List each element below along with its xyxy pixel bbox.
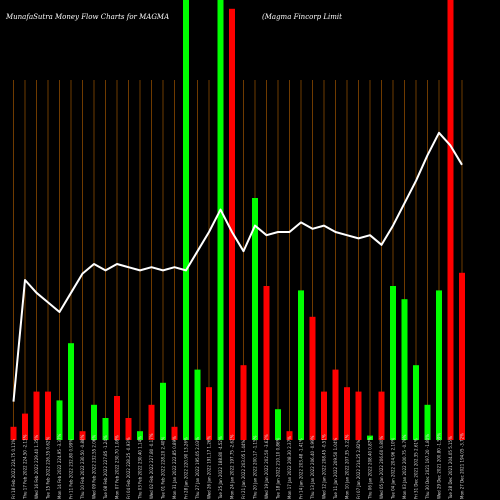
volume-bar xyxy=(413,365,419,440)
x-tick-labels: Fri 18 Feb 2022 224.75 0.11% Thu 17 Feb 2… xyxy=(11,433,465,500)
volume-bar xyxy=(45,391,51,440)
x-tick-label: Wed 02 Feb 2022 227.80 -0.17% xyxy=(149,433,154,499)
volume-bar xyxy=(91,404,97,440)
x-tick-label: Tue 28 Dec 2021 204.05 5.15% xyxy=(448,436,453,500)
x-tick-label: Thu 20 Jan 2022 200.17 -1.15% xyxy=(253,435,258,500)
x-tick-label: Tue 08 Feb 2022 227.85 -1.24% xyxy=(103,435,108,500)
volume-bar xyxy=(424,404,431,440)
volume-bar xyxy=(102,418,109,440)
volume-bar xyxy=(240,365,247,440)
x-tick-label: Wed 16 Feb 2022 229.40 1.35% xyxy=(34,435,39,499)
x-tick-label: Mon 31 Jan 2022 222.85 0.89% xyxy=(172,436,177,499)
volume-bar xyxy=(171,426,178,440)
volume-bar xyxy=(263,286,270,440)
volume-bar xyxy=(401,299,408,440)
volume-bar xyxy=(332,369,339,440)
volume-bar xyxy=(286,431,293,440)
volume-bar xyxy=(459,272,465,440)
x-tick-label: Mon 10 Jan 2022 207.35 -3.22% xyxy=(345,434,350,499)
x-tick-label: Fri 11 Feb 2022 232.80 0.99% xyxy=(69,439,74,499)
volume-bar xyxy=(183,0,189,440)
x-tick-label: Thu 30 Dec 2021 197.20 -1.80% xyxy=(425,434,430,500)
x-tick-label: Fri 07 Jan 2022 214.25 2.82% xyxy=(356,440,361,499)
x-tick-label: Tue 01 Feb 2022 228.20 2.40% xyxy=(161,437,166,500)
x-tick-label: Mon 27 Dec 2021 194.05 -3.72% xyxy=(460,433,465,499)
x-tick-label: Tue 15 Feb 2022 226.35 0.62% xyxy=(46,437,51,500)
x-tick-label: Thu 27 Jan 2022 195.05 2.03% xyxy=(195,437,200,500)
volume-bar xyxy=(217,0,224,440)
x-tick-label: Thu 17 Feb 2022 224.50 -2.13% xyxy=(23,434,28,500)
volume-bar xyxy=(160,382,166,440)
x-tick-label: Fri 28 Jan 2022 220.90 13.26% xyxy=(184,437,189,499)
volume-bar xyxy=(390,286,396,440)
volume-bar xyxy=(56,400,63,440)
x-tick-label: Mon 24 Jan 2022 197.75 -2.62% xyxy=(230,434,235,499)
volume-bar xyxy=(125,418,132,440)
x-tick-label: Thu 03 Feb 2022 230.40 1.14% xyxy=(138,436,143,500)
volume-bar xyxy=(22,413,28,440)
volume-bar xyxy=(252,198,258,440)
x-tick-label: Wed 12 Jan 2022 208.45 -0.51% xyxy=(322,434,327,499)
x-tick-label: Thu 10 Feb 2022 230.50 -0.88% xyxy=(80,434,85,500)
volume-bar xyxy=(344,387,350,440)
volume-bar xyxy=(194,369,201,440)
volume-bar xyxy=(367,435,373,440)
x-tick-label: Mon 07 Feb 2022 230.70 1.08% xyxy=(115,435,120,499)
x-tick-label: Fri 14 Jan 2022 203.48 -1.41% xyxy=(299,438,304,499)
volume-bar xyxy=(447,0,454,440)
volume-bar xyxy=(10,426,17,440)
volume-bar xyxy=(137,431,143,440)
x-tick-label: Fri 31 Dec 2021 202.35 2.61% xyxy=(414,438,419,499)
x-tick-label: Wed 26 Jan 2022 191.17 1.26% xyxy=(207,436,212,499)
x-tick-label: Tue 11 Jan 2022 209.50 1.04% xyxy=(333,437,338,500)
chart-subtitle: (Magma Fincorp Limit xyxy=(262,13,342,21)
x-tick-label: Mon 14 Feb 2022 224.95 -3.37% xyxy=(57,434,62,499)
x-tick-label: Wed 09 Feb 2022 232.55 2.06% xyxy=(92,435,97,499)
x-tick-label: Wed 05 Jan 2022 206.60 0.80% xyxy=(379,436,384,499)
x-tick-label: Tue 04 Jan 2022 204.96 2.10% xyxy=(391,437,396,500)
volume-bar xyxy=(321,391,327,440)
x-tick-label: Thu 06 Jan 2022 208.40 0.87% xyxy=(368,437,373,500)
volume-bars xyxy=(10,0,465,441)
volume-bar xyxy=(436,290,442,440)
volume-bar xyxy=(275,409,281,440)
x-tick-label: Mon 03 Jan 2022 200.75 -0.79% xyxy=(402,434,407,499)
volume-bar xyxy=(148,404,155,440)
volume-bar xyxy=(355,391,362,440)
volume-bar xyxy=(114,396,120,440)
volume-bar xyxy=(298,290,304,440)
volume-bar xyxy=(68,343,74,440)
money-flow-line-group xyxy=(12,131,463,402)
volume-bar xyxy=(33,391,40,440)
x-tick-label: Tue 18 Jan 2022 210.10 0.86% xyxy=(276,437,281,500)
x-tick-label: Fri 21 Jan 2022 203.05 1.44% xyxy=(241,440,246,499)
volume-bar xyxy=(309,316,316,440)
volume-bar xyxy=(229,8,235,441)
money-flow-line xyxy=(12,131,463,402)
volume-bar xyxy=(79,431,86,440)
x-tick-label: Fri 18 Feb 2022 224.75 0.11% xyxy=(11,439,16,499)
x-tick-label: Fri 04 Feb 2022 228.25 -0.93% xyxy=(126,437,131,499)
x-tick-label: Tue 25 Jan 2022 188.80 -4.52% xyxy=(218,436,223,500)
x-tick-label: Thu 13 Jan 2022 206.40 -0.99% xyxy=(310,435,315,500)
x-tick-label: Mon 17 Jan 2022 208.30 2.37% xyxy=(287,436,292,499)
chart-title: MunafaSutra Money Flow Charts for MAGMA xyxy=(5,13,169,21)
x-tick-label: Wed 29 Dec 2021 200.80 -1.59% xyxy=(437,433,442,499)
volume-bar xyxy=(206,387,212,440)
x-tick-label: Wed 19 Jan 2022 202.50 -3.62% xyxy=(264,434,269,499)
volume-bar xyxy=(378,391,385,440)
